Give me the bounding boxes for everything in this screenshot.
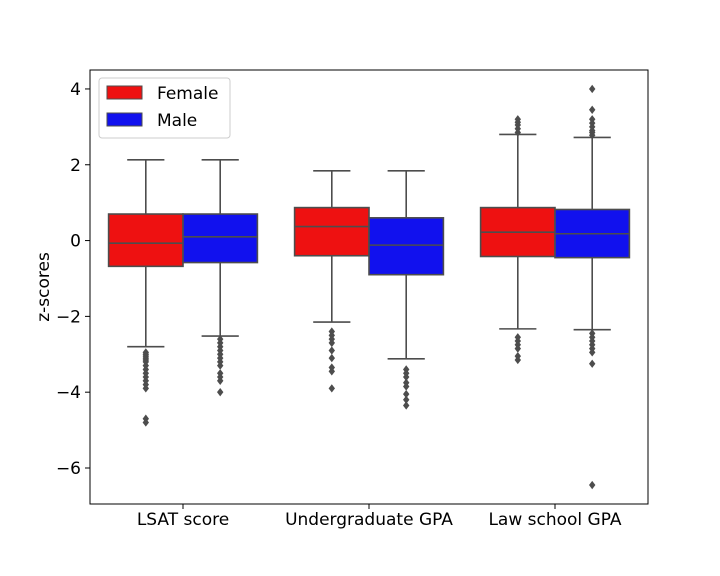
- outlier-point: [328, 384, 335, 393]
- outlier-point: [589, 115, 596, 124]
- outlier-point: [328, 353, 335, 363]
- outlier-point: [217, 388, 224, 397]
- legend-label: Male: [157, 111, 197, 131]
- y-tick-label: −6: [56, 459, 81, 479]
- legend-swatch: [106, 112, 143, 127]
- outlier-point: [589, 348, 596, 357]
- outlier-point: [328, 338, 335, 348]
- outlier-point: [217, 376, 224, 385]
- y-tick-label: −4: [56, 383, 81, 403]
- outlier-point: [589, 84, 596, 94]
- x-axis: LSAT score Undergraduate GPA Law school GP…: [137, 504, 622, 530]
- outlier-point: [403, 395, 410, 404]
- outlier-point: [403, 372, 410, 382]
- legend-label: Female: [157, 84, 218, 104]
- outlier-point: [217, 361, 224, 370]
- legend: Female Male: [98, 77, 231, 139]
- y-tick-label: 4: [70, 80, 81, 100]
- outlier-point: [589, 105, 596, 114]
- outlier-point: [403, 382, 410, 391]
- legend-swatch: [106, 85, 143, 100]
- outlier-point: [589, 480, 596, 490]
- outlier-point: [403, 389, 410, 399]
- outlier-point: [142, 418, 149, 427]
- x-tick-label: Law school GPA: [488, 510, 621, 530]
- y-axis: 4 2 0 −2 −4 −6: [56, 80, 90, 479]
- outlier-point: [514, 115, 521, 124]
- outlier-point: [328, 346, 335, 355]
- box: [368, 217, 445, 276]
- outlier-point: [403, 401, 410, 410]
- box: [107, 213, 184, 268]
- boxes-layer: [107, 84, 631, 490]
- box: [182, 213, 259, 264]
- box: [293, 206, 370, 257]
- y-tick-label: −2: [56, 307, 81, 327]
- outlier-point: [589, 359, 596, 368]
- y-tick-label: 2: [70, 156, 81, 176]
- x-tick-label: Undergraduate GPA: [285, 510, 453, 530]
- x-tick-label: LSAT score: [137, 510, 229, 530]
- outlier-point: [514, 344, 521, 353]
- y-tick-label: 0: [70, 232, 81, 252]
- outlier-point: [142, 384, 149, 393]
- y-axis-title: z-scores: [34, 252, 54, 322]
- outlier-point: [328, 367, 335, 376]
- outlier-point: [514, 355, 521, 365]
